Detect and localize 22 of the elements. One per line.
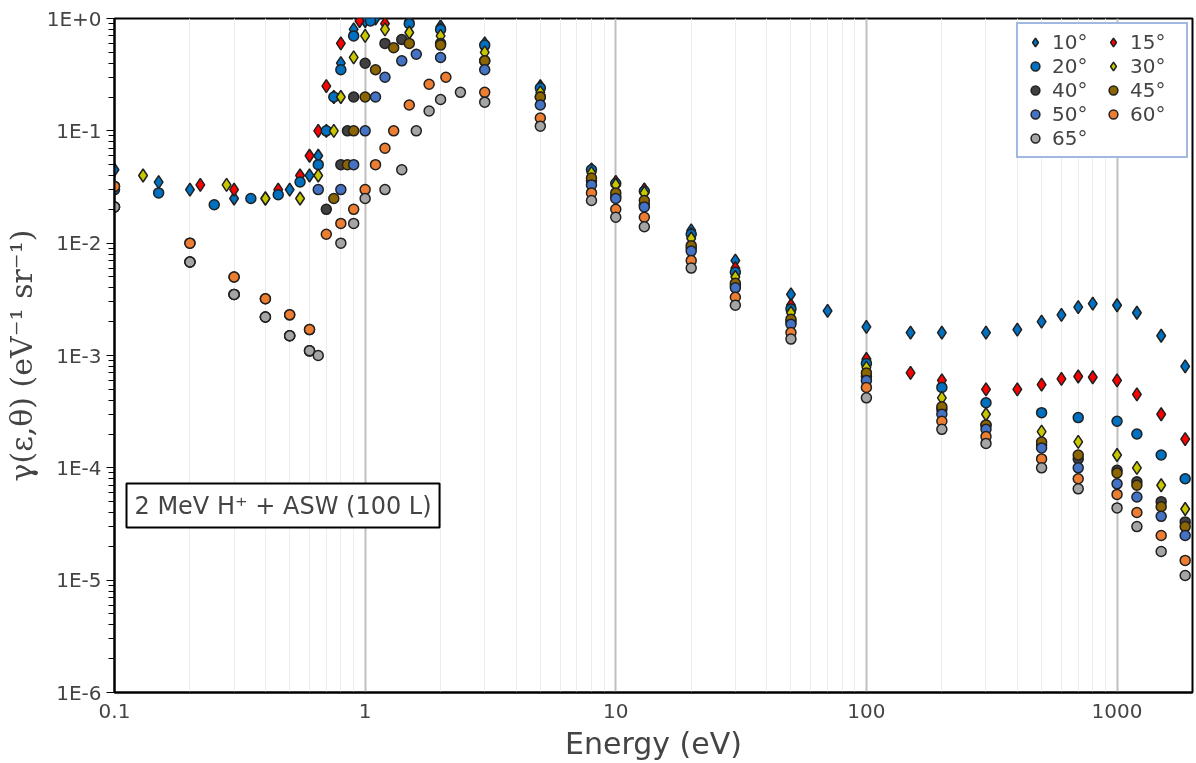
y-tick-label: 1E-4: [56, 455, 102, 480]
legend-label: 30°: [1130, 54, 1167, 78]
legend-label: 15°: [1130, 30, 1167, 54]
legend-label: 65°: [1052, 126, 1089, 150]
x-tick-label: 1: [358, 698, 372, 723]
x-axis-title: Energy (eV): [565, 725, 742, 761]
legend-label: 40°: [1052, 78, 1089, 102]
y-axis-title: γ(ε,θ) (eV⁻¹ sr⁻¹): [3, 229, 39, 482]
x-tick-label: 1000: [1091, 698, 1143, 723]
y-tick-label: 1E-3: [56, 343, 102, 368]
y-tick-label: 1E-5: [56, 568, 102, 593]
legend-label: 60°: [1130, 102, 1167, 126]
x-tick-label: 100: [847, 698, 886, 723]
legend-label: 20°: [1052, 54, 1089, 78]
annotation: 2 MeV H⁺ + ASW (100 L): [134, 491, 432, 520]
legend-label: 50°: [1052, 102, 1089, 126]
y-tick-label: 1E-1: [56, 118, 102, 143]
legend-label: 45°: [1130, 78, 1167, 102]
y-tick-label: 1E+0: [46, 6, 102, 31]
y-tick-label: 1E-2: [56, 231, 102, 256]
legend-label: 10°: [1052, 30, 1089, 54]
x-tick-label: 10: [603, 698, 629, 723]
